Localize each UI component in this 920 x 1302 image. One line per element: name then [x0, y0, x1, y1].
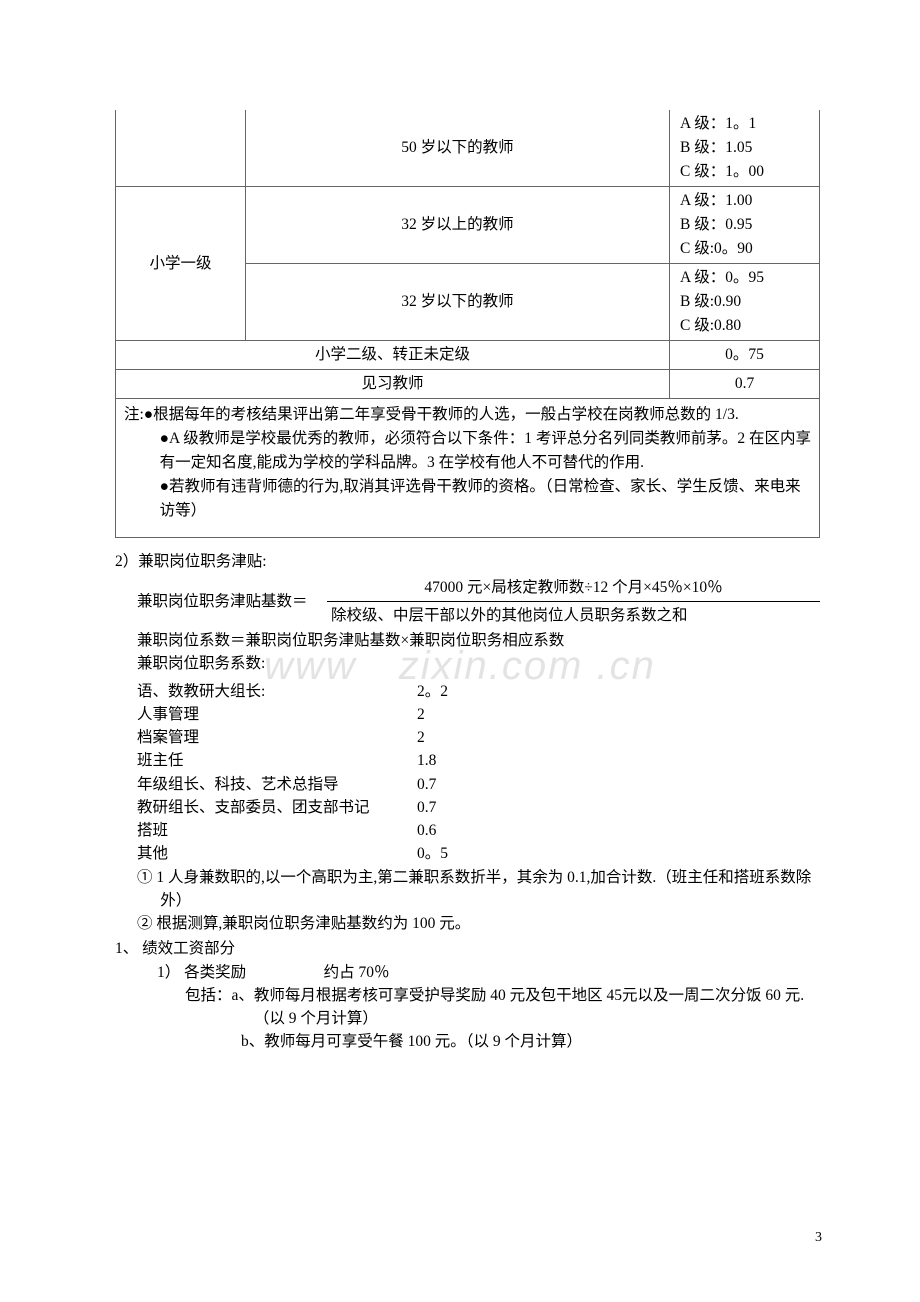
table-row: 见习教师 0.7 [116, 370, 820, 399]
note-text: ●A 级教师是学校最优秀的教师，必须符合以下条件：1 考评总分名列同类教师前茅。… [124, 427, 811, 475]
coeff-value: 2 [417, 726, 425, 749]
coeff-value: 0.7 [417, 796, 436, 819]
coeff-row: 搭班0.6 [137, 819, 820, 842]
coeff-row: 班主任1.8 [137, 749, 820, 772]
coeff-label: 教研组长、支部委员、团支部书记 [137, 796, 417, 819]
sub-item: 1） 各类奖励 约占 70％ [115, 961, 820, 984]
coeff-label: 年级组长、科技、艺术总指导 [137, 773, 417, 796]
coeff-heading: 兼职岗位职务系数: [137, 652, 820, 675]
fraction-numerator: 47000 元×局核定教师数÷12 个月×45％×10％ [327, 576, 820, 602]
formula-label: 兼职岗位职务津贴基数＝ [137, 590, 327, 613]
coeff-value: 2 [417, 703, 425, 726]
table-row: 小学一级 32 岁以上的教师 A 级：1.00 B 级：0.95 C 级:0。9… [116, 187, 820, 264]
cell-grade: 小学二级、转正未定级 [116, 341, 670, 370]
fraction-denominator: 除校级、中层干部以外的其他岗位人员职务系数之和 [327, 602, 820, 627]
section-title: 2）兼职岗位职务津贴: [115, 550, 820, 573]
note-item: ① 1 人身兼数职的,以一个高职为主,第二兼职系数折半，其余为 0.1,加合计数… [137, 866, 820, 913]
cell-levels: A 级：1.00 B 级：0.95 C 级:0。90 [670, 187, 820, 264]
coeff-label: 人事管理 [137, 703, 417, 726]
include-line: 包括：a、 教师每月根据考核可享受护导奖励 40 元及包干地区 45元以及一周二… [115, 984, 820, 1031]
coeff-value: 1.8 [417, 749, 436, 772]
coeff-value: 0.7 [417, 773, 436, 796]
include-text: 教师每月可享受午餐 100 元。（以 9 个月计算） [264, 1030, 582, 1053]
coeff-row: 其他0。5 [137, 842, 820, 865]
coeff-row: 档案管理2 [137, 726, 820, 749]
cell-grade: 小学一级 [116, 187, 246, 341]
coeff-label: 档案管理 [137, 726, 417, 749]
coefficient-table: 50 岁以下的教师 A 级：1。1 B 级：1.05 C 级：1。00 小学一级… [115, 110, 820, 538]
table-row: 50 岁以下的教师 A 级：1。1 B 级：1.05 C 级：1。00 [116, 110, 820, 187]
include-label: b、 [241, 1030, 264, 1053]
cell-levels: A 级：0。95 B 级:0.90 C 级:0.80 [670, 264, 820, 341]
cell-age: 32 岁以上的教师 [246, 187, 670, 264]
formula-line: 兼职岗位系数＝兼职岗位职务津贴基数×兼职岗位职务相应系数 [137, 629, 820, 652]
coeff-label: 班主任 [137, 749, 417, 772]
include-text: 教师每月根据考核可享受护导奖励 40 元及包干地区 45元以及一周二次分饭 60… [254, 984, 820, 1031]
cell-empty [116, 110, 246, 187]
include-line: b、 教师每月可享受午餐 100 元。（以 9 个月计算） [115, 1030, 820, 1053]
cell-value: 0。75 [670, 341, 820, 370]
table-row: 小学二级、转正未定级 0。75 [116, 341, 820, 370]
section-performance: 1、 绩效工资部分 1） 各类奖励 约占 70％ 包括：a、 教师每月根据考核可… [115, 937, 820, 1053]
coeff-label: 语、数教研大组长: [137, 680, 417, 703]
cell-value: 0.7 [670, 370, 820, 399]
include-label: 包括：a、 [185, 984, 254, 1031]
cell-notes: 注:●根据每年的考核结果评出第二年享受骨干教师的人选，一般占学校在岗教师总数的 … [116, 399, 820, 538]
coefficient-list: 语、数教研大组长:2。2人事管理2档案管理2班主任1.8年级组长、科技、艺术总指… [137, 680, 820, 866]
table-note-row: 注:●根据每年的考核结果评出第二年享受骨干教师的人选，一般占学校在岗教师总数的 … [116, 399, 820, 538]
cell-grade: 见习教师 [116, 370, 670, 399]
coeff-row: 年级组长、科技、艺术总指导0.7 [137, 773, 820, 796]
note-item: ② 根据测算,兼职岗位职务津贴基数约为 100 元。 [137, 912, 820, 935]
coeff-label: 其他 [137, 842, 417, 865]
cell-age: 50 岁以下的教师 [246, 110, 670, 187]
coeff-row: 教研组长、支部委员、团支部书记0.7 [137, 796, 820, 819]
coeff-row: 人事管理2 [137, 703, 820, 726]
page-number: 3 [815, 1230, 822, 1246]
formula: 兼职岗位职务津贴基数＝ 47000 元×局核定教师数÷12 个月×45％×10％… [137, 576, 820, 628]
section-allowance: 2）兼职岗位职务津贴: 兼职岗位职务津贴基数＝ 47000 元×局核定教师数÷1… [115, 550, 820, 935]
section-title: 1、 绩效工资部分 [115, 937, 820, 960]
cell-levels: A 级：1。1 B 级：1.05 C 级：1。00 [670, 110, 820, 187]
formula-fraction: 47000 元×局核定教师数÷12 个月×45％×10％ 除校级、中层干部以外的… [327, 576, 820, 628]
coeff-value: 0.6 [417, 819, 436, 842]
page-content: 50 岁以下的教师 A 级：1。1 B 级：1.05 C 级：1。00 小学一级… [0, 0, 920, 1094]
coeff-value: 2。2 [417, 680, 448, 703]
coeff-row: 语、数教研大组长:2。2 [137, 680, 820, 703]
coeff-value: 0。5 [417, 842, 448, 865]
coeff-label: 搭班 [137, 819, 417, 842]
note-text: ●若教师有违背师德的行为,取消其评选骨干教师的资格。（日常检查、家长、学生反馈、… [124, 475, 811, 523]
cell-age: 32 岁以下的教师 [246, 264, 670, 341]
note-text: 注:●根据每年的考核结果评出第二年享受骨干教师的人选，一般占学校在岗教师总数的 … [124, 403, 811, 427]
